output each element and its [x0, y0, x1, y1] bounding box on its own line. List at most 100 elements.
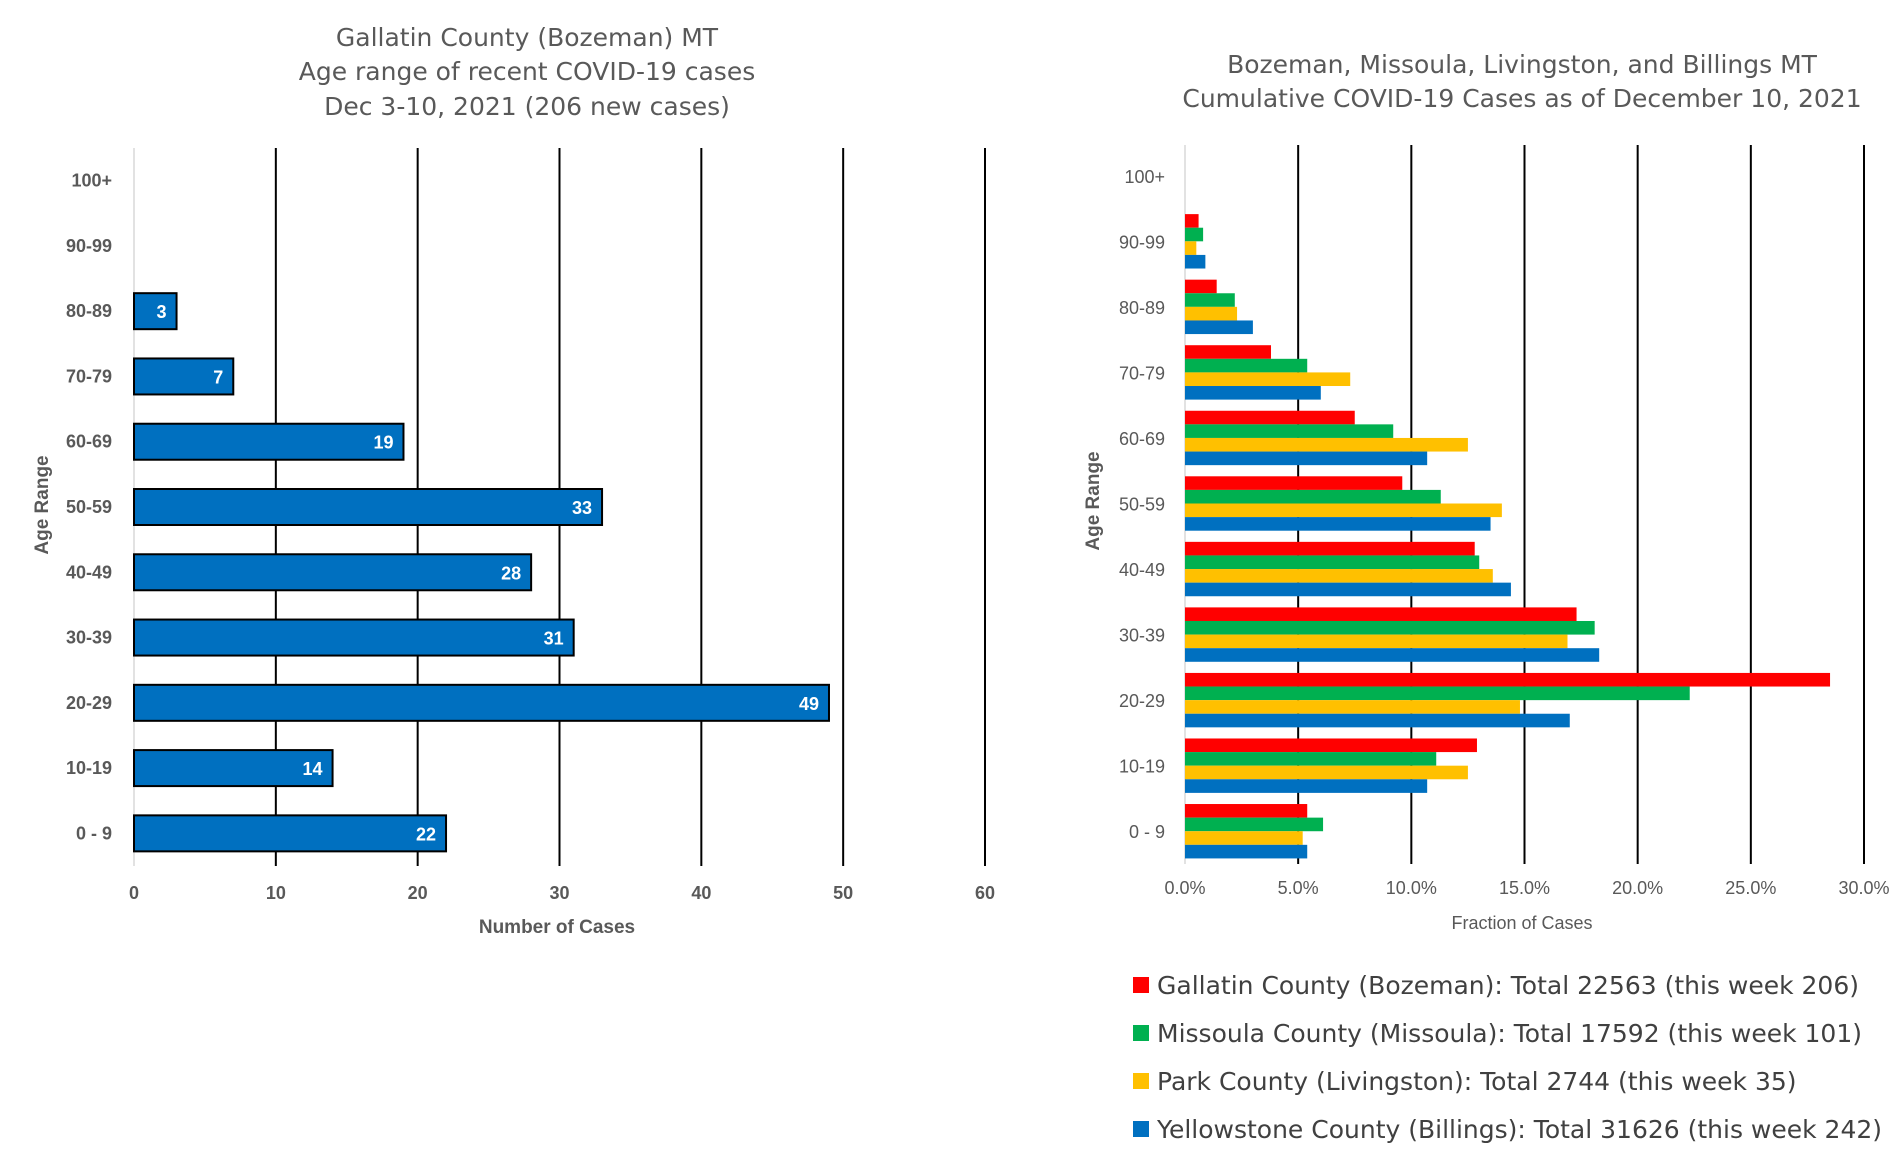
- right-x-tick-label: 15.0%: [1499, 878, 1550, 898]
- right-legend: Gallatin County (Bozeman): Total 22563 (…: [1133, 971, 1882, 1144]
- right-bar: [1185, 738, 1477, 753]
- left-bar: [133, 357, 235, 396]
- left-bar: [133, 749, 334, 788]
- left-bar: [133, 618, 575, 657]
- left-y-tick-label: 30-39: [66, 628, 112, 648]
- right-y-axis-title: Age Range: [1083, 451, 1104, 550]
- right-title-line-2: Cumulative COVID-19 Cases as of December…: [1182, 84, 1861, 113]
- left-bar: [133, 488, 604, 526]
- left-chart-title: Gallatin County (Bozeman) MT Age range o…: [299, 23, 756, 121]
- left-title-line-1: Gallatin County (Bozeman) MT: [336, 23, 719, 52]
- right-bar: [1185, 451, 1428, 466]
- left-y-tick-label: 90-99: [66, 236, 112, 256]
- right-chart-title: Bozeman, Missoula, Livingston, and Billi…: [1182, 50, 1861, 113]
- right-bar: [1185, 279, 1217, 294]
- left-y-tick-label: 80-89: [66, 301, 112, 321]
- right-bar: [1185, 410, 1355, 425]
- right-y-tick-label: 80-89: [1119, 298, 1165, 318]
- left-bar-data-label: 3: [157, 302, 167, 322]
- left-title-line-2: Age range of recent COVID-19 cases: [299, 57, 756, 86]
- right-bar: [1185, 582, 1511, 597]
- right-bar: [1185, 817, 1324, 832]
- right-chart: Bozeman, Missoula, Livingston, and Billi…: [1083, 50, 1890, 1144]
- right-y-tick-label: 70-79: [1119, 363, 1165, 383]
- right-y-tick-label: 90-99: [1119, 232, 1165, 252]
- right-y-tick-label: 40-49: [1119, 560, 1165, 580]
- left-x-tick-label: 20: [408, 883, 428, 903]
- left-bar: [133, 683, 830, 722]
- right-bar: [1185, 686, 1690, 701]
- left-title-line-3: Dec 3-10, 2021 (206 new cases): [324, 92, 730, 121]
- right-bar: [1185, 569, 1493, 583]
- legend-entry-label: Gallatin County (Bozeman): Total 22563 (…: [1157, 971, 1859, 1000]
- left-y-tick-label: 100+: [71, 171, 112, 191]
- right-bar: [1185, 672, 1831, 687]
- right-bar: [1185, 634, 1568, 649]
- left-bar-data-label: 31: [544, 629, 564, 649]
- right-y-tick-label: 100+: [1124, 167, 1165, 187]
- left-y-tick-label: 70-79: [66, 366, 112, 386]
- right-bar: [1185, 607, 1577, 621]
- legend-swatch: [1133, 1025, 1149, 1041]
- left-x-axis-title: Number of Cases: [479, 917, 635, 938]
- right-bar: [1185, 437, 1468, 452]
- right-x-tick-labels: 0.0% 5.0% 10.0% 15.0% 20.0% 25.0% 30.0%: [1164, 878, 1889, 898]
- left-bar-data-label: 28: [501, 563, 521, 583]
- right-bar: [1185, 620, 1595, 635]
- left-x-tick-label: 50: [833, 883, 853, 903]
- right-x-tick-label: 5.0%: [1278, 878, 1319, 898]
- left-bar-data-label: 22: [416, 824, 436, 844]
- right-y-tick-label: 0 - 9: [1129, 822, 1165, 842]
- right-x-tick-label: 10.0%: [1386, 878, 1437, 898]
- right-bar: [1185, 227, 1204, 242]
- right-bar: [1185, 241, 1197, 255]
- legend-entry-label: Missoula County (Missoula): Total 17592 …: [1157, 1019, 1862, 1048]
- left-y-tick-label: 20-29: [66, 693, 112, 713]
- left-bar: [133, 814, 448, 853]
- left-x-tick-label: 40: [691, 883, 711, 903]
- left-y-tick-label: 0 - 9: [76, 823, 112, 843]
- left-bar-data-label: 7: [213, 367, 223, 387]
- left-bars: 3 7 19 33 28 31 49 14 22: [133, 292, 830, 853]
- left-x-tick-labels: 0 10 20 30 40 50 60: [129, 883, 995, 903]
- legend-entry-label: Yellowstone County (Billings): Total 316…: [1156, 1115, 1882, 1144]
- right-bar: [1185, 214, 1199, 228]
- left-bar-data-label: 19: [373, 433, 393, 453]
- right-bar: [1185, 306, 1238, 321]
- legend-entry-label: Park County (Livingston): Total 2744 (th…: [1157, 1067, 1797, 1096]
- right-y-tick-label: 10-19: [1119, 757, 1165, 777]
- right-bar: [1185, 345, 1272, 359]
- legend-swatch: [1133, 1073, 1149, 1089]
- right-x-tick-label: 20.0%: [1612, 878, 1663, 898]
- right-bar: [1185, 358, 1308, 373]
- right-x-tick-label: 30.0%: [1838, 878, 1889, 898]
- right-x-tick-label: 25.0%: [1725, 878, 1776, 898]
- right-y-tick-label: 20-29: [1119, 691, 1165, 711]
- right-bar: [1185, 424, 1394, 438]
- right-bar: [1185, 831, 1303, 845]
- right-y-tick-label: 50-59: [1119, 495, 1165, 515]
- right-bar: [1185, 372, 1351, 387]
- left-x-tick-label: 30: [549, 883, 569, 903]
- legend-swatch: [1133, 977, 1149, 993]
- right-x-axis-title: Fraction of Cases: [1451, 913, 1592, 933]
- left-y-tick-labels: 100+ 90-99 80-89 70-79 60-69 50-59 40-49 30-39 2…: [66, 171, 112, 844]
- left-bar-data-label: 33: [572, 498, 592, 518]
- left-bar: [133, 553, 533, 592]
- right-y-tick-labels: 100+ 90-99 80-89 70-79 60-69 50-59 40-49 30-39 2…: [1119, 167, 1165, 842]
- right-bars: [1185, 214, 1831, 859]
- left-y-tick-label: 10-19: [66, 758, 112, 778]
- legend-swatch: [1133, 1121, 1149, 1137]
- right-bar: [1185, 765, 1468, 780]
- right-bar: [1185, 713, 1570, 728]
- right-title-line-1: Bozeman, Missoula, Livingston, and Billi…: [1227, 50, 1818, 79]
- right-y-tick-label: 30-39: [1119, 626, 1165, 646]
- left-x-tick-label: 0: [129, 883, 139, 903]
- right-bar: [1185, 648, 1600, 662]
- left-y-axis-title: Age Range: [32, 455, 53, 554]
- right-bar: [1185, 779, 1428, 793]
- right-bar: [1185, 386, 1321, 400]
- left-x-tick-label: 60: [975, 883, 995, 903]
- left-bar: [133, 422, 405, 461]
- left-chart: Gallatin County (Bozeman) MT Age range o…: [32, 23, 995, 938]
